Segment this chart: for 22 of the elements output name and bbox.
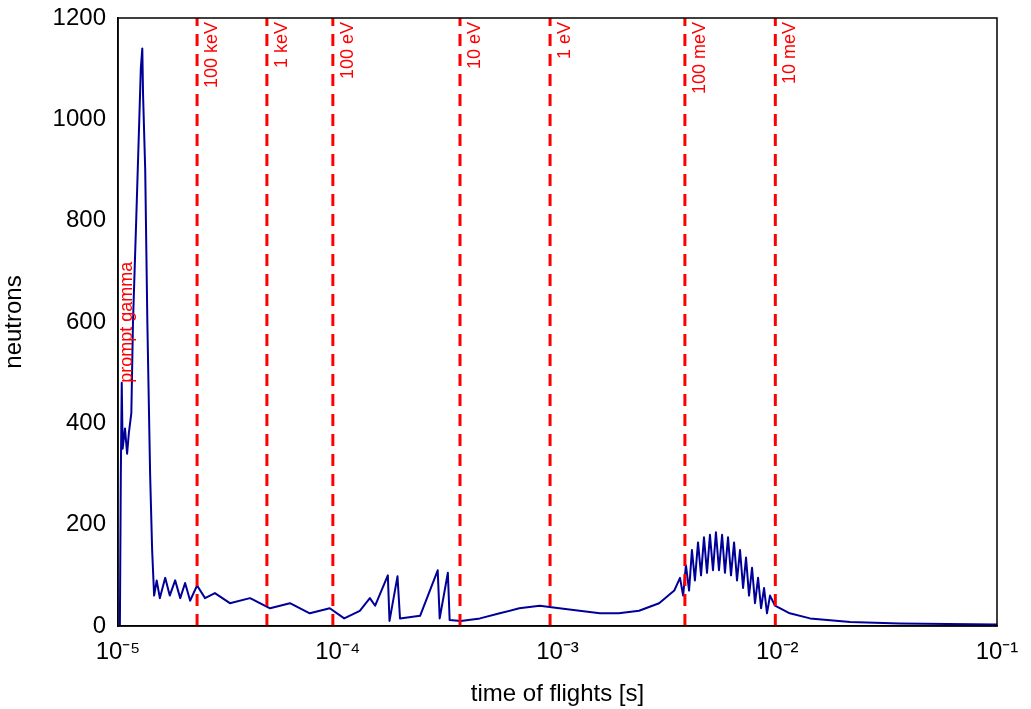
ref-line-label: 100 keV	[201, 22, 222, 89]
y-tick-label: 600	[65, 306, 106, 334]
y-tick-label: 200	[65, 509, 106, 537]
y-tick-label: 400	[65, 407, 106, 435]
ref-line-label: 100 eV	[336, 22, 357, 80]
x-tick-label: 10⁻¹	[975, 637, 1019, 665]
ref-line-label: 10 eV	[463, 22, 484, 70]
y-tick-label: 800	[65, 205, 106, 233]
x-tick-label: 10⁻³	[536, 637, 579, 665]
y-tick-label: 0	[92, 610, 106, 638]
ref-line-label: 100 meV	[688, 22, 709, 95]
ref-line-label: 1 eV	[554, 22, 575, 60]
annotation: prompt gamma	[116, 260, 137, 383]
y-tick-label: 1200	[52, 2, 106, 30]
x-axis-title: time of flights [s]	[470, 679, 645, 707]
x-tick-label: 10⁻⁵	[95, 637, 141, 665]
y-axis-title: neutrons	[0, 275, 27, 369]
x-tick-label: 10⁻⁴	[315, 637, 361, 665]
y-tick-label: 1000	[52, 103, 106, 131]
ref-line-label: 1 keV	[270, 22, 291, 69]
x-tick-label: 10⁻²	[755, 637, 799, 665]
ref-line-label: 10 meV	[779, 22, 800, 85]
